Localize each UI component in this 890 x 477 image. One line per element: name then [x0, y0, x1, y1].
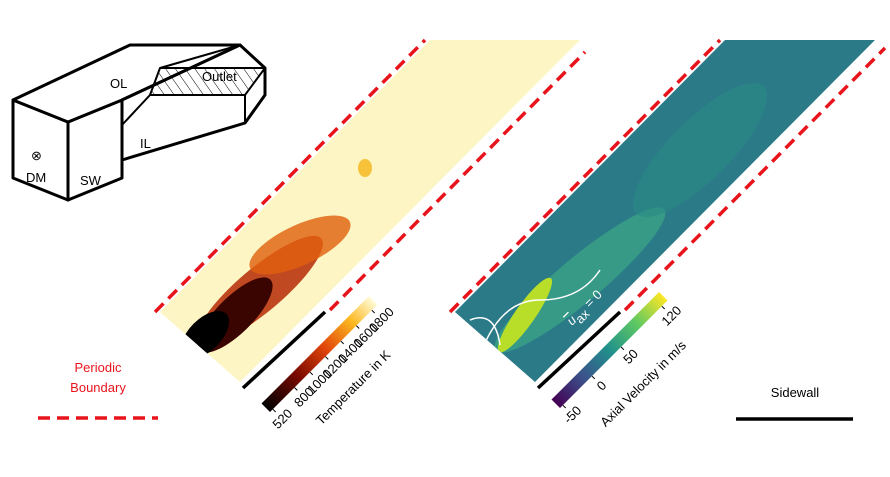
- colorbar: [261, 296, 378, 412]
- colorbar-tick: [620, 346, 625, 351]
- label-dm: DM: [26, 170, 46, 185]
- colorbar-title: Temperature in K: [313, 347, 394, 428]
- label-outlet: Outlet: [202, 69, 237, 84]
- boundaries: [153, 38, 887, 390]
- legend-periodic-line2: Boundary: [70, 380, 126, 395]
- colorbar-tick: [294, 387, 298, 391]
- label-ol: OL: [110, 76, 127, 91]
- legend-sidewall: Sidewall: [771, 385, 820, 400]
- colorbar-tick: [340, 340, 345, 345]
- label-il: IL: [140, 136, 151, 151]
- colorbar-tick: [661, 305, 666, 310]
- label-sw: SW: [80, 173, 102, 188]
- colorbar-tick: [309, 371, 314, 376]
- colorbar-tick: [562, 404, 567, 409]
- colorbar-tick: [591, 375, 596, 380]
- colorbar-tick: [272, 408, 277, 413]
- colorbar-tick: [371, 309, 376, 314]
- colorbar: [551, 292, 668, 408]
- legend-periodic-line1: Periodic: [75, 360, 122, 375]
- colorbar-tick: [325, 356, 329, 360]
- schematic: [11, 43, 267, 202]
- colorbar-tick-label: 0: [594, 378, 610, 394]
- colorbar-tick: [356, 325, 360, 329]
- label-symbol: ⊗: [31, 148, 42, 163]
